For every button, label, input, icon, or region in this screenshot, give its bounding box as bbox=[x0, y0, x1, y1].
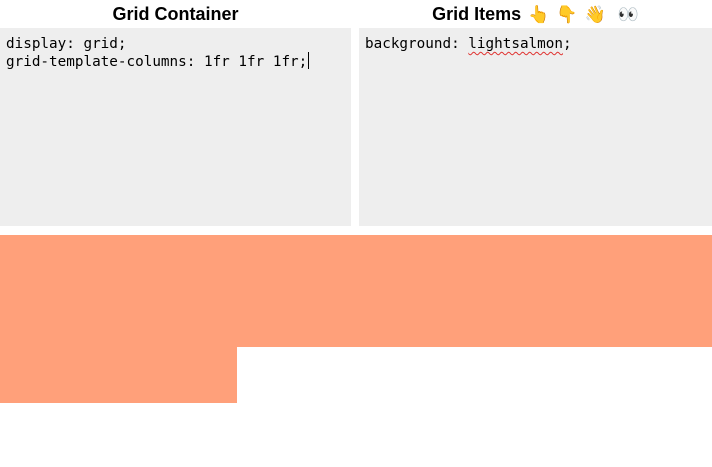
waving-hand-icon: 👋 bbox=[584, 5, 606, 25]
grid-item bbox=[474, 235, 712, 291]
grid-item bbox=[474, 291, 712, 347]
code-line-display: display: grid; bbox=[6, 36, 127, 52]
grid-item bbox=[237, 291, 475, 347]
grid-item bbox=[0, 347, 238, 403]
code-value-misspelled: lightsalmon bbox=[468, 36, 563, 52]
container-css-editor[interactable]: display: grid; grid-template-columns: 1f… bbox=[0, 28, 351, 226]
grid-item bbox=[0, 291, 238, 347]
text-caret bbox=[308, 52, 310, 69]
container-title-text: Grid Container bbox=[112, 4, 239, 24]
grid-preview bbox=[0, 235, 712, 403]
code-line-grid-template: grid-template-columns: 1fr 1fr 1fr; bbox=[6, 54, 308, 70]
code-end: ; bbox=[562, 36, 572, 52]
container-panel-title: Grid Container bbox=[0, 2, 351, 26]
items-panel-title: Grid Items 👆 👇 👋 👀 bbox=[359, 2, 712, 26]
items-title-text: Grid Items bbox=[432, 4, 522, 24]
eyes-icon: 👀 bbox=[617, 5, 639, 25]
pointing-down-icon: 👇 bbox=[556, 5, 578, 25]
pointing-up-icon: 👆 bbox=[528, 5, 550, 25]
grid-item bbox=[237, 235, 475, 291]
grid-item bbox=[0, 235, 238, 291]
items-css-editor[interactable]: background: lightsalmon; bbox=[359, 28, 712, 226]
code-prop: background: bbox=[365, 36, 469, 52]
